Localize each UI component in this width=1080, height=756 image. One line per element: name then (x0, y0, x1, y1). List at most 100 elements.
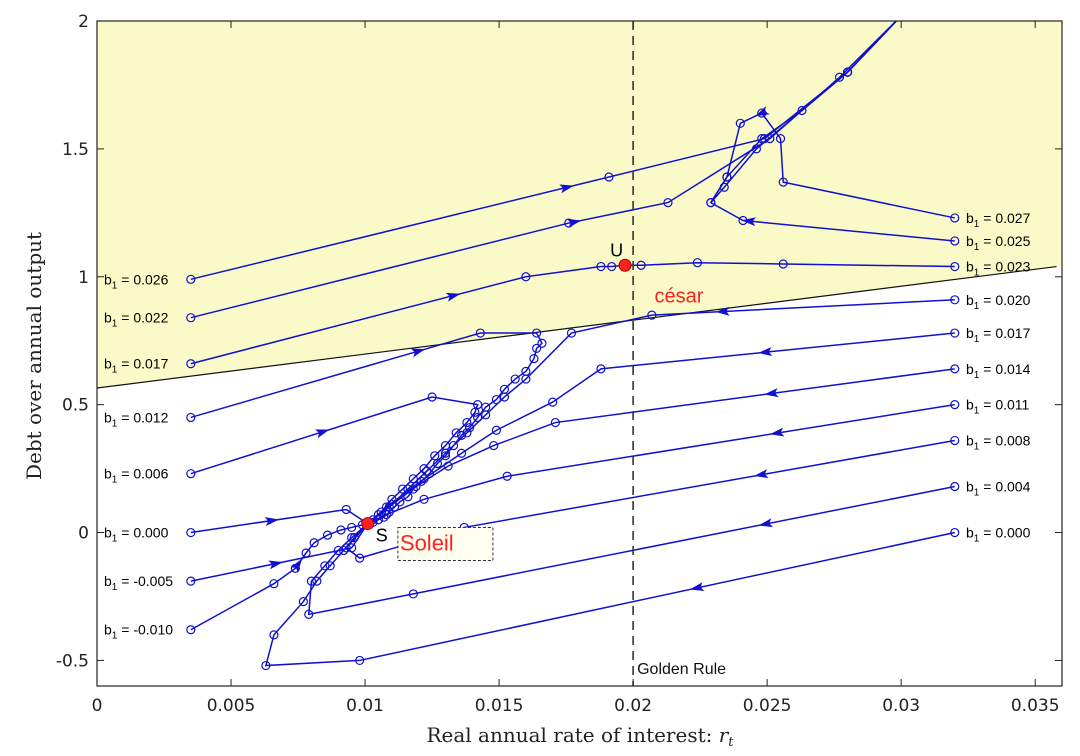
direction-arrow (757, 347, 773, 357)
right-series-label: b1 = 0.023 (966, 259, 1031, 279)
trajectory-point (596, 261, 606, 272)
x-tick-label: 0.005 (207, 696, 256, 716)
trajectory-point (186, 469, 196, 479)
trajectory-point (427, 392, 437, 402)
x-tick-label: 0.015 (475, 696, 524, 716)
trajectory-point (521, 374, 531, 384)
direction-arrow (741, 217, 756, 227)
direction-arrow (764, 388, 779, 398)
right-series-label: b1 = 0.027 (966, 210, 1031, 230)
x-tick-label: 0.03 (882, 696, 920, 716)
trajectory-point (440, 451, 451, 461)
direction-arrow (758, 518, 774, 528)
trajectory-point (462, 428, 472, 438)
point-U (618, 258, 632, 272)
trajectory-point (411, 481, 421, 492)
trajectory-point (950, 364, 960, 374)
trajectory-point (706, 197, 716, 208)
trajectory-point (451, 428, 461, 438)
trajectory-line (307, 485, 955, 616)
trajectory-point (834, 72, 845, 82)
trajectory-point (309, 538, 319, 548)
trajectory-point (950, 261, 960, 272)
trajectory-point (778, 177, 788, 187)
direction-arrow (755, 106, 770, 117)
y-tick-label: 1 (78, 268, 89, 288)
left-series-label: b1 = 0.006 (104, 466, 169, 486)
trajectory-point (473, 412, 483, 423)
trajectory-point (336, 525, 346, 535)
direction-arrow (715, 306, 730, 316)
left-series-label: b1 = 0.000 (104, 525, 169, 545)
trajectory-point (532, 328, 542, 338)
trajectory-point (842, 67, 853, 77)
trajectory-point (325, 561, 335, 571)
annotation-soleil: Soleil (400, 530, 454, 555)
trajectory-point (456, 448, 467, 458)
trajectory-point (607, 261, 617, 272)
trajectory-point (778, 259, 788, 269)
trajectory-point (341, 504, 351, 515)
boundary-line (96, 265, 1057, 389)
trajectory-point (186, 412, 196, 423)
trajectory-point (301, 548, 311, 558)
trajectory-point (440, 448, 451, 458)
axes-frame (96, 20, 1063, 687)
trajectory-point (510, 374, 520, 384)
trajectory-line (190, 523, 369, 582)
x-tick-label: 0.035 (1011, 696, 1060, 716)
trajectory-point (537, 338, 547, 348)
trajectory-point (550, 417, 560, 428)
trajectory-point (950, 527, 960, 538)
direction-arrow (268, 560, 283, 570)
trajectory-point (333, 545, 343, 556)
trajectory-point (355, 553, 365, 563)
trajectory-point (298, 596, 309, 607)
x-tick-label: 0 (92, 696, 103, 716)
trajectory-point (532, 343, 542, 353)
left-series-label: b1 = -0.010 (104, 622, 173, 642)
trajectory-point (692, 258, 703, 268)
trajectory-point (647, 310, 657, 320)
trajectory-point (349, 533, 359, 543)
y-tick-label: 2 (78, 12, 89, 32)
trajectory-point (897, 12, 905, 20)
trajectory-point (797, 105, 807, 116)
trajectory-point (322, 530, 333, 540)
trajectory-point (186, 527, 196, 538)
trajectory-point (950, 295, 960, 305)
golden-rule-label: Golden Rule (637, 661, 726, 678)
left-series-label: b1 = 0.012 (104, 409, 169, 429)
trajectory-point (186, 359, 196, 369)
trajectory-point (566, 328, 577, 338)
trajectory-point (186, 313, 196, 323)
trajectory-point (186, 274, 196, 284)
trajectory-point (499, 392, 510, 402)
direction-arrow (769, 427, 785, 437)
trajectory-point (489, 440, 499, 451)
right-series-label: b1 = 0.020 (966, 292, 1031, 312)
left-series-label: b1 = 0.017 (104, 356, 169, 376)
axes-layer: 0 0.005 0.01 0.015 0.02 0.025 0.03 0.035 -0.5 0 0.… (56, 12, 1063, 716)
trajectory-line (367, 332, 955, 525)
x-tick-label: 0.025 (743, 696, 792, 716)
right-series-label: b1 = 0.014 (966, 361, 1031, 381)
x-tick-label: 0.01 (346, 696, 384, 716)
trajectory-point (397, 484, 408, 494)
right-series-label: b1 = 0.011 (966, 397, 1030, 417)
point-label-U: U (610, 240, 623, 260)
trajectory-point (950, 213, 960, 223)
right-series-label: b1 = 0.017 (966, 325, 1031, 345)
direction-arrow (689, 582, 705, 591)
series-labels-layer: b1 = 0.026 b1 = 0.022 b1 = 0.017 b1 = 0.012… (104, 210, 1031, 642)
direction-arrow (559, 184, 574, 194)
x-axis-title: Real annual rate of interest: rt (426, 723, 734, 750)
trajectory-point (376, 507, 386, 517)
y-tick-label: 1.5 (62, 140, 89, 160)
direction-arrow (445, 292, 461, 302)
trajectory-point (596, 364, 606, 374)
right-series-label: b1 = 0.025 (966, 233, 1031, 253)
trajectory-point (950, 328, 960, 338)
trajectory-point (304, 609, 314, 619)
